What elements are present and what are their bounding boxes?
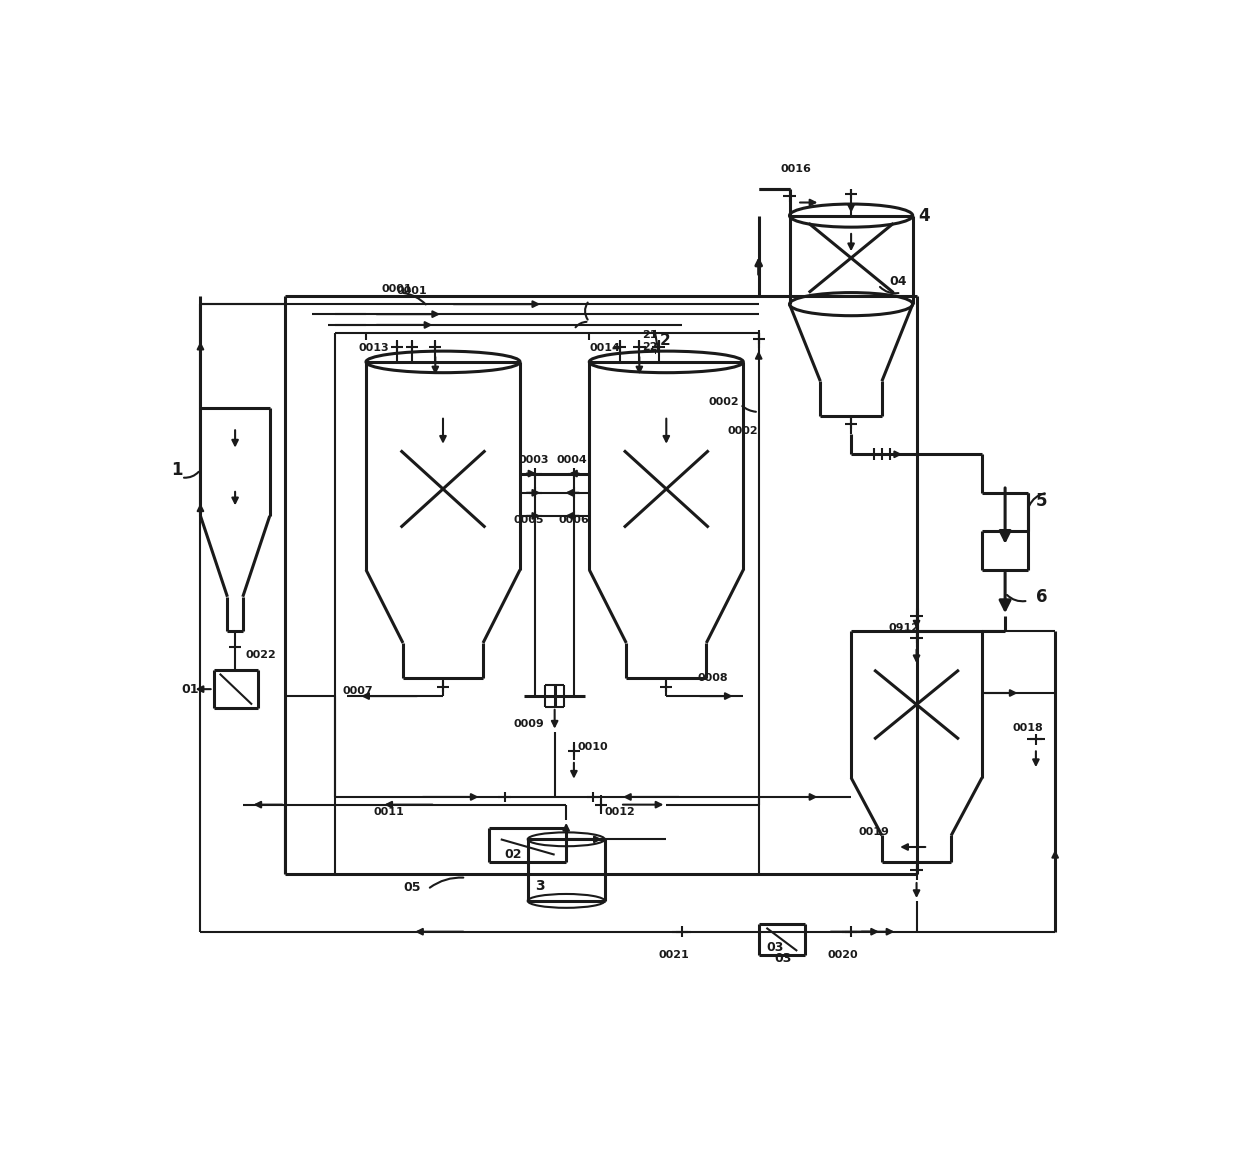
Text: 0006: 0006: [558, 515, 589, 524]
Text: 04: 04: [889, 275, 908, 288]
Text: 0002: 0002: [728, 426, 759, 437]
Text: 03: 03: [774, 952, 791, 966]
Text: 0003: 0003: [518, 455, 549, 465]
Text: 01: 01: [181, 683, 198, 695]
Text: 2: 2: [660, 333, 671, 348]
Text: 4: 4: [918, 207, 930, 224]
Text: 0912: 0912: [888, 623, 919, 633]
Text: 3: 3: [536, 879, 546, 893]
Text: 0020: 0020: [828, 949, 858, 960]
Text: 0004: 0004: [557, 455, 588, 465]
Text: 02: 02: [505, 848, 522, 862]
Text: 0018: 0018: [1013, 723, 1044, 732]
Text: 0014: 0014: [589, 343, 620, 353]
Text: 5: 5: [1035, 492, 1048, 509]
Text: 0012: 0012: [605, 807, 635, 818]
Text: 0005: 0005: [513, 515, 544, 524]
Text: 0016: 0016: [780, 164, 811, 174]
Text: 22: 22: [641, 342, 657, 351]
Text: 0007: 0007: [343, 686, 373, 696]
Text: 6: 6: [1035, 588, 1048, 605]
Text: 0013: 0013: [358, 343, 389, 353]
Text: 0008: 0008: [697, 672, 728, 683]
Text: 03: 03: [766, 940, 784, 954]
Text: 0011: 0011: [373, 807, 404, 818]
Text: 21: 21: [641, 330, 657, 340]
Text: 0001: 0001: [397, 286, 428, 296]
Text: 0022: 0022: [246, 649, 275, 660]
Text: 0019: 0019: [859, 827, 889, 836]
Text: 0021: 0021: [658, 949, 689, 960]
Text: 1: 1: [171, 461, 182, 478]
Text: 05: 05: [403, 880, 420, 894]
Text: 0001: 0001: [382, 284, 412, 293]
Text: 0009: 0009: [513, 718, 544, 729]
Text: 0010: 0010: [578, 742, 609, 752]
Text: 0002: 0002: [708, 397, 739, 407]
